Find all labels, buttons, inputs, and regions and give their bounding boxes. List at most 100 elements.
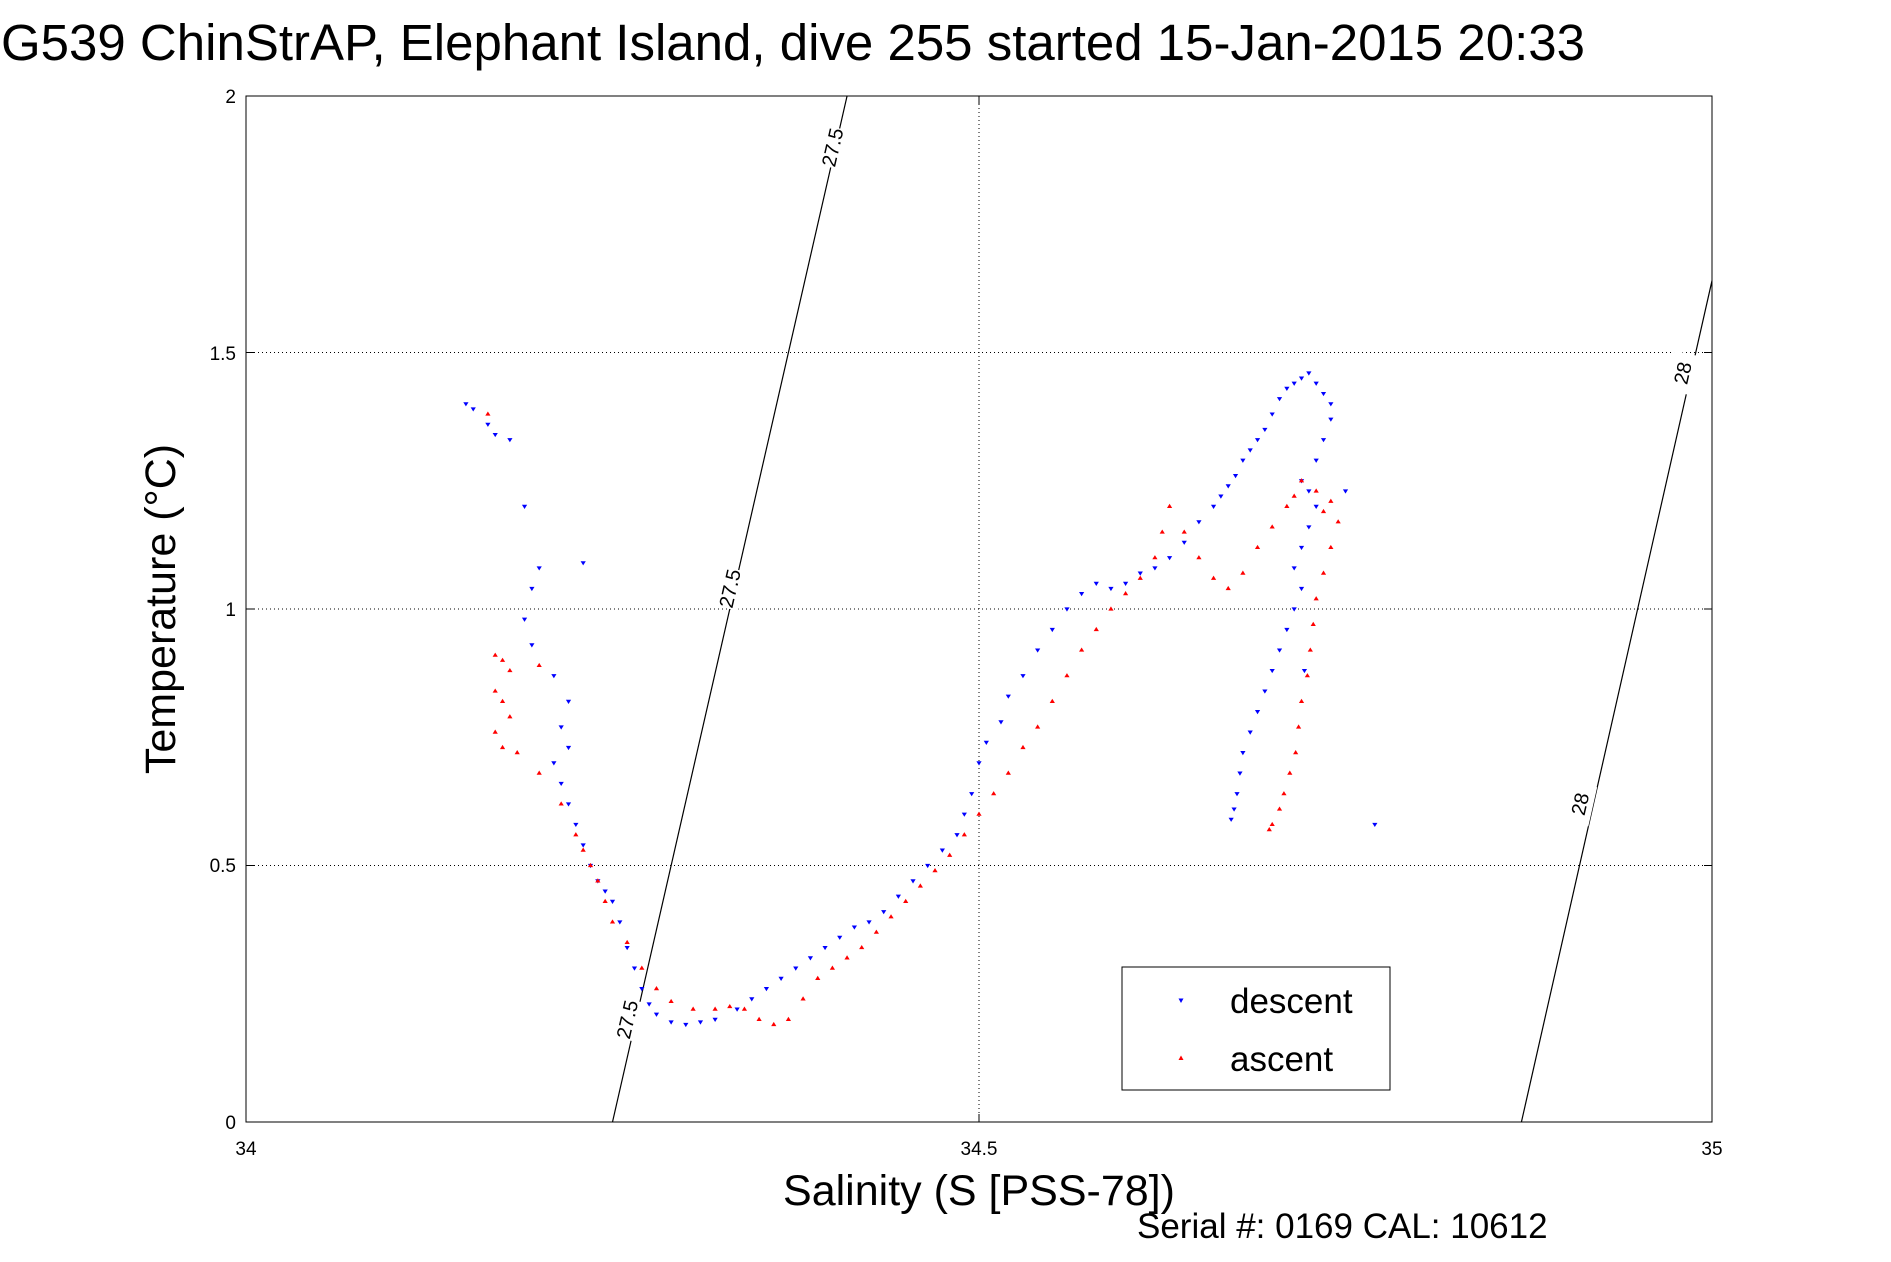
descent-point <box>1284 627 1290 633</box>
descent-point <box>1298 376 1305 381</box>
descent-point <box>983 740 989 745</box>
descent-point <box>1301 668 1308 674</box>
ascent-point <box>1137 575 1143 580</box>
descent-point <box>1306 489 1312 494</box>
ascent-point <box>961 832 967 837</box>
ascent-point <box>507 667 513 673</box>
ascent-point <box>1295 724 1302 729</box>
descent-point <box>807 956 814 961</box>
ascent-point <box>602 898 608 904</box>
descent-point <box>1137 571 1143 576</box>
descent-point <box>1306 525 1312 530</box>
ascent-point <box>976 811 982 816</box>
ascent-point <box>1049 698 1055 703</box>
descent-point <box>712 1017 718 1022</box>
descent-point <box>1291 607 1297 612</box>
y-tick-label: 0.5 <box>210 856 236 877</box>
ascent-point <box>1266 826 1272 832</box>
descent-point <box>529 586 535 592</box>
ascent-point <box>1281 791 1287 796</box>
ascent-point <box>1310 621 1316 626</box>
y-tick-label: 1 <box>225 600 236 621</box>
descent-point <box>1240 458 1246 463</box>
descent-point <box>580 843 586 848</box>
descent-point <box>551 674 557 679</box>
descent-point <box>822 945 828 951</box>
legend: descent ascent <box>1121 966 1391 1091</box>
legend-ascent-label: ascent <box>1230 1040 1333 1079</box>
descent-point <box>910 879 916 884</box>
descent-point <box>536 566 542 571</box>
ascent-point <box>1284 503 1290 508</box>
descent-point <box>668 1020 674 1025</box>
descent-point <box>1313 504 1319 509</box>
ascent-point <box>1210 575 1217 580</box>
ascent-point <box>485 411 491 416</box>
ascent-point <box>653 986 660 991</box>
descent-point <box>734 1007 740 1012</box>
ascent-point <box>1064 673 1070 678</box>
ascent-point <box>1291 493 1297 498</box>
ascent-point <box>829 965 835 970</box>
ascent-point <box>800 996 806 1001</box>
descent-point <box>631 966 638 971</box>
descent-point <box>1152 566 1158 571</box>
descent-point <box>763 987 770 992</box>
descent-point <box>895 894 901 899</box>
descent-point <box>851 925 857 930</box>
descent-point <box>925 863 931 869</box>
ascent-point <box>991 791 997 796</box>
descent-point <box>1123 581 1129 586</box>
ascent-point <box>859 944 865 950</box>
legend-ascent-marker <box>1178 1055 1184 1060</box>
ascent-point <box>1254 544 1261 550</box>
y-axis-ticks: 0 0.5 1 1.5 2 <box>210 87 236 1134</box>
descent-point <box>617 920 623 925</box>
ascent-point <box>1335 519 1341 524</box>
chart-title: G539 ChinStrAP, Elephant Island, dive 25… <box>1 14 1585 71</box>
y-axis-title: Temperature (°C) <box>137 444 185 774</box>
descent-point <box>1225 484 1231 489</box>
serial-cal-footer: Serial #: 0169 CAL: 10612 <box>1137 1207 1548 1246</box>
descent-point <box>551 761 557 766</box>
descent-point <box>1064 607 1070 612</box>
ascent-point <box>785 1016 792 1021</box>
descent-point <box>463 402 469 407</box>
x-tick-label: 34.5 <box>961 1139 998 1160</box>
ascent-point <box>1093 626 1099 632</box>
ascent-point <box>587 862 594 868</box>
descent-point <box>565 802 572 807</box>
ascent-point <box>492 688 498 693</box>
ascent-point <box>595 878 601 883</box>
ascent-point <box>609 919 616 924</box>
descent-point <box>969 792 975 797</box>
descent-point <box>573 822 579 828</box>
descent-point <box>1210 504 1217 509</box>
ascent-point <box>499 657 506 662</box>
ascent-point <box>1293 750 1299 755</box>
descent-point <box>1269 668 1275 674</box>
descent-point <box>609 899 616 905</box>
descent-point <box>507 438 513 443</box>
descent-point <box>1181 540 1187 545</box>
legend-descent-label: descent <box>1230 982 1353 1021</box>
ascent-point <box>624 939 630 945</box>
ascent-point <box>1320 508 1327 514</box>
descent-point <box>1291 381 1297 386</box>
ascent-point <box>1313 488 1319 493</box>
ascent-point <box>727 1003 733 1009</box>
ascent-point <box>1320 570 1327 575</box>
descent-point <box>1269 412 1275 417</box>
descent-point <box>1298 545 1305 551</box>
ascent-point <box>712 1006 718 1011</box>
ascent-point <box>573 832 579 837</box>
descent-point <box>1298 586 1305 592</box>
contour-label-backing <box>815 124 850 170</box>
ascent-point <box>1298 698 1305 703</box>
ascent-point <box>1005 770 1011 775</box>
descent-point <box>881 910 887 915</box>
contour-label-backing <box>712 566 747 611</box>
contour-label-backing <box>610 997 645 1042</box>
x-axis-title: Salinity (S [PSS-78]) <box>783 1167 1175 1215</box>
descent-point <box>1079 592 1085 597</box>
